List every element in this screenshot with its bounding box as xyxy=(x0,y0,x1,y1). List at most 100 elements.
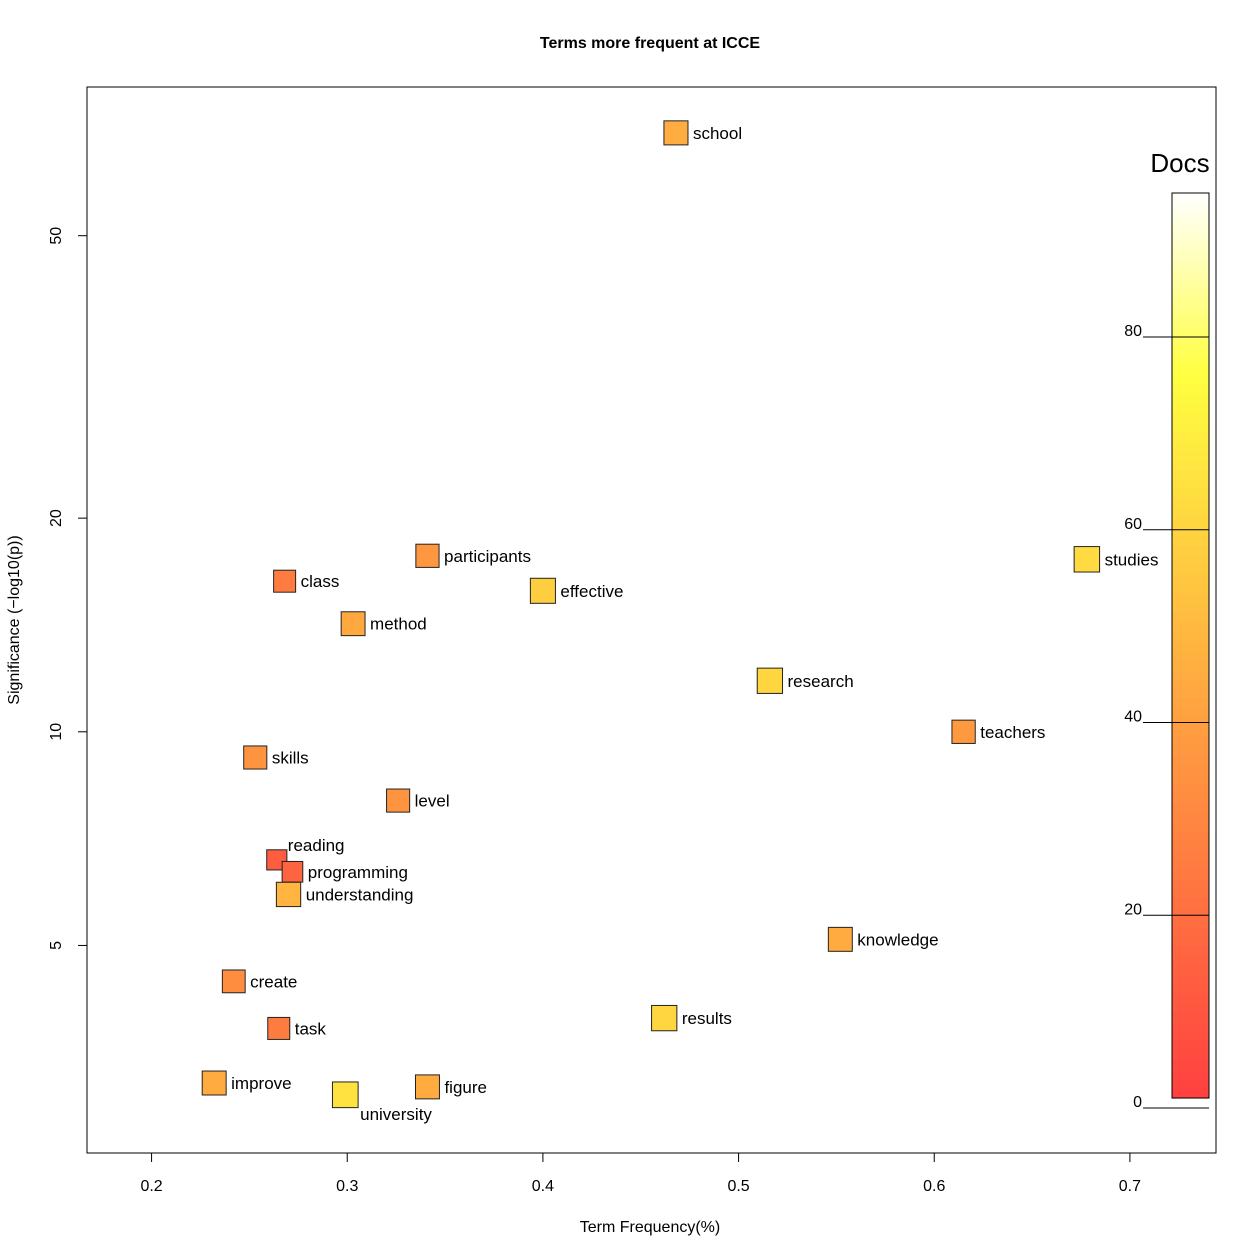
legend-color-step xyxy=(1172,831,1209,842)
legend-color-step xyxy=(1172,478,1209,489)
point-label: effective xyxy=(560,582,623,601)
legend-color-step xyxy=(1172,202,1209,213)
legend-color-step xyxy=(1172,859,1209,870)
legend-color-step xyxy=(1172,697,1209,709)
legend-color-step xyxy=(1172,1050,1209,1061)
legend-color-step xyxy=(1172,1002,1209,1013)
legend-color-step xyxy=(1172,212,1209,223)
legend-color-step xyxy=(1172,821,1209,832)
legend-tick-label: 60 xyxy=(1124,516,1142,533)
legend-color-step xyxy=(1172,1040,1209,1051)
legend-color-step xyxy=(1172,412,1209,423)
legend-color-step xyxy=(1172,840,1209,851)
legend-color-step xyxy=(1172,669,1209,680)
legend-color-step xyxy=(1172,621,1209,632)
legend-color-step xyxy=(1172,326,1209,337)
y-axis: 5 10 20 50 xyxy=(48,227,87,950)
point-marker xyxy=(529,577,556,604)
point-marker xyxy=(243,745,268,770)
legend-color-step xyxy=(1172,945,1209,956)
legend-bar-frame xyxy=(1171,192,1210,1099)
point-label: class xyxy=(301,572,340,591)
legend-color-step xyxy=(1172,926,1209,937)
legend-color-step xyxy=(1172,393,1209,404)
legend-color-step xyxy=(1172,431,1209,442)
point-marker xyxy=(1073,546,1101,573)
point-marker xyxy=(201,1070,227,1096)
legend-color-step xyxy=(1172,374,1209,385)
legend-color-step xyxy=(1172,545,1209,556)
x-axis-label: Term Frequency(%) xyxy=(580,1219,720,1236)
legend-color-step xyxy=(1172,555,1209,566)
legend-color-step xyxy=(1172,469,1209,480)
point-marker xyxy=(340,611,366,637)
legend-color-step xyxy=(1172,726,1209,737)
legend-color-step xyxy=(1172,850,1209,861)
legend-color-step xyxy=(1172,402,1209,413)
point-label: knowledge xyxy=(857,930,938,949)
legend-color-step xyxy=(1172,1021,1209,1032)
legend-color-step xyxy=(1172,450,1209,461)
legend-color-step xyxy=(1172,993,1209,1004)
data-points: school participants class effective studies m… xyxy=(201,120,1158,1124)
legend-color-step xyxy=(1172,678,1209,689)
legend-title: Docs xyxy=(1150,148,1209,178)
point-label: method xyxy=(370,615,427,634)
point-marker xyxy=(415,543,440,568)
legend-color-step xyxy=(1172,745,1209,756)
point-label: results xyxy=(682,1009,732,1028)
point-marker xyxy=(221,969,246,994)
legend-color-bar xyxy=(1171,192,1210,1099)
point-marker xyxy=(827,926,853,952)
legend-color-step xyxy=(1172,497,1209,508)
point-marker xyxy=(756,667,784,694)
legend-color-step xyxy=(1172,364,1209,375)
legend-color-step xyxy=(1172,488,1209,499)
legend-color-step xyxy=(1172,221,1209,232)
legend-color-step xyxy=(1172,888,1209,899)
legend-color-step xyxy=(1172,878,1209,890)
point-marker xyxy=(386,788,411,813)
legend-color-step xyxy=(1172,259,1209,270)
x-tick-label: 0.5 xyxy=(727,1178,749,1195)
y-tick-label: 5 xyxy=(48,941,65,950)
point-marker xyxy=(281,860,304,883)
legend-color-step xyxy=(1172,278,1209,289)
legend-color-step xyxy=(1172,1031,1209,1042)
legend-color-step xyxy=(1172,907,1209,918)
legend-color-step xyxy=(1172,459,1209,470)
legend-color-step xyxy=(1172,755,1209,766)
legend-color-step xyxy=(1172,974,1209,985)
legend-color-step xyxy=(1172,240,1209,251)
y-tick-label: 10 xyxy=(48,723,65,741)
legend-color-step xyxy=(1172,774,1209,785)
legend-color-step xyxy=(1172,297,1209,308)
legend-tick-label: 80 xyxy=(1124,323,1142,340)
point-label: reading xyxy=(288,836,345,855)
x-axis: 0.2 0.3 0.4 0.5 0.6 0.7 xyxy=(140,1153,1141,1195)
legend-color-step xyxy=(1172,269,1209,280)
point-marker xyxy=(267,1016,291,1040)
point-label: research xyxy=(788,672,854,691)
y-tick-label: 50 xyxy=(48,227,65,245)
legend-color-step xyxy=(1172,1078,1209,1090)
legend-color-step xyxy=(1172,335,1209,347)
point-label: skills xyxy=(272,748,309,767)
legend-color-step xyxy=(1172,1059,1209,1071)
x-tick-label: 0.7 xyxy=(1119,1178,1141,1195)
legend-color-step xyxy=(1172,307,1209,318)
legend-color-step xyxy=(1172,316,1209,327)
legend-color-step xyxy=(1172,193,1209,204)
legend-color-step xyxy=(1172,764,1209,775)
point-label: participants xyxy=(444,547,531,566)
point-label: programming xyxy=(308,863,408,882)
point-marker xyxy=(273,569,297,593)
legend-tick-label: 40 xyxy=(1124,709,1142,726)
legend-color-step xyxy=(1172,917,1209,928)
legend-color-step xyxy=(1172,535,1209,547)
legend-color-step xyxy=(1172,955,1209,966)
legend-color-step xyxy=(1172,516,1209,528)
point-marker xyxy=(414,1074,440,1100)
legend-ticks: 0 20 40 60 80 xyxy=(1124,323,1209,1111)
legend-color-step xyxy=(1172,659,1209,670)
